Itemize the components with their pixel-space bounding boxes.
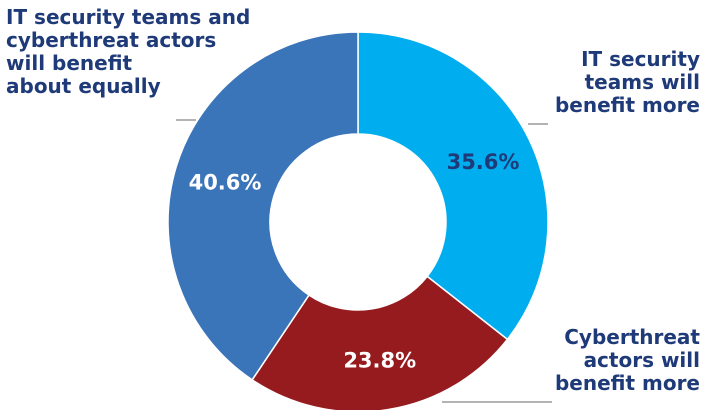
slice-label-equal: IT security teams and cyberthreat actors… bbox=[6, 5, 251, 98]
value-label-cyberthreat: 23.8% bbox=[343, 348, 416, 372]
slice-label-it-security: IT security teams will benefit more bbox=[554, 47, 700, 117]
value-label-equal: 40.6% bbox=[189, 171, 262, 195]
donut-slice-it-security bbox=[357, 31, 549, 341]
value-label-it-security: 35.6% bbox=[447, 150, 520, 174]
slice-label-cyberthreat: Cyberthreat actors will benefit more bbox=[554, 325, 700, 395]
donut-slice-cyberthreat bbox=[251, 275, 509, 410]
donut-slice-equal bbox=[167, 31, 359, 381]
